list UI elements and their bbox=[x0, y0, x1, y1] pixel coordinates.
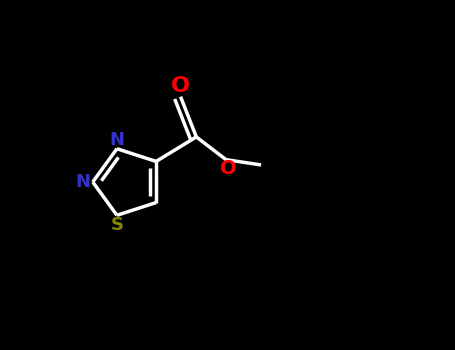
Text: S: S bbox=[111, 216, 123, 234]
Text: N: N bbox=[76, 173, 91, 191]
Text: O: O bbox=[171, 76, 190, 96]
Text: O: O bbox=[219, 159, 236, 178]
Text: N: N bbox=[110, 131, 124, 149]
